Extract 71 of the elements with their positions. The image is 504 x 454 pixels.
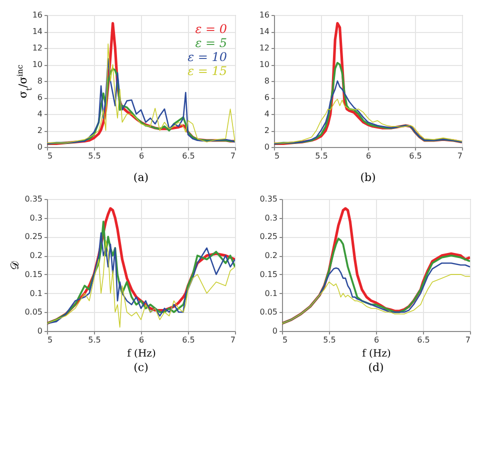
y-axis-title: 𝒟 [8, 261, 22, 270]
y-tick-label: 16 [259, 10, 270, 20]
x-tick-label: 6 [138, 152, 144, 160]
x-tick-label: 5 [48, 336, 53, 344]
x-tick-label: 6.5 [182, 152, 195, 160]
y-tick-label: 0.2 [30, 251, 42, 260]
x-tick-label: 5.5 [88, 152, 101, 160]
line-series [274, 62, 462, 145]
x-tick-label: 5.5 [88, 336, 101, 344]
text: (c) [134, 361, 148, 374]
x-tick-label: 7 [465, 336, 470, 344]
y-tick-label: 0.3 [30, 213, 42, 222]
line-series [282, 274, 470, 324]
y-tick-label: 2 [37, 126, 42, 135]
y-tick-label: 0.25 [24, 232, 42, 242]
x-tick-label: 6 [366, 152, 372, 160]
y-tick-label: 12 [32, 44, 42, 52]
y-tick-label: 10 [259, 60, 270, 69]
text: ε = 10 [188, 50, 228, 64]
x-tick-label: 6.5 [182, 336, 195, 344]
text: (d) [368, 361, 384, 374]
text: ε = 15 [188, 64, 227, 78]
text: (a) [133, 171, 149, 184]
y-tick-label: 0.35 [24, 194, 42, 204]
x-tick-label: 6 [138, 336, 144, 344]
x-axis-title: f (Hz) [362, 348, 391, 360]
y-tick-label: 16 [32, 10, 42, 20]
y-tick-label: 0.05 [260, 308, 278, 317]
x-tick-label: 6.5 [417, 336, 430, 344]
y-tick-label: 8 [264, 76, 270, 86]
y-tick-label: 10 [32, 60, 42, 69]
y-tick-label: 0.05 [24, 308, 42, 317]
y-tick-label: 12 [259, 44, 270, 52]
y-tick-label: 0.15 [260, 270, 278, 279]
x-tick-label: 7 [457, 152, 462, 160]
x-tick-label: 5 [274, 152, 280, 160]
y-tick-label: 6 [264, 93, 270, 102]
x-tick-label: 7 [230, 152, 236, 160]
y-tick-label: 0 [37, 142, 42, 152]
y-tick-label: 0 [37, 326, 42, 336]
text: (b) [360, 171, 376, 184]
y-tick-label: 8 [37, 76, 42, 86]
line-series [282, 238, 470, 324]
y-tick-label: 0.35 [260, 194, 278, 204]
x-tick-label: 5.5 [315, 152, 328, 160]
y-tick-label: 14 [32, 27, 42, 36]
x-tick-label: 6.5 [409, 152, 422, 160]
y-tick-label: 0.15 [24, 270, 42, 279]
y-tick-label: 0.25 [260, 232, 278, 242]
y-tick-label: 4 [37, 110, 42, 118]
x-axis-title: f (Hz) [127, 348, 156, 360]
x-tick-label: 5 [48, 152, 53, 160]
x-tick-label: 5 [282, 336, 288, 344]
y-tick-label: 14 [259, 27, 270, 36]
y-tick-label: 4 [264, 110, 270, 118]
y-tick-label: 0 [264, 142, 270, 152]
y-tick-label: 0.2 [264, 251, 278, 260]
line-series [282, 262, 470, 324]
y-tick-label: 2 [264, 126, 270, 135]
y-tick-label: 0 [272, 326, 278, 336]
x-tick-label: 7 [230, 336, 236, 344]
y-tick-label: 6 [37, 93, 42, 102]
line-series [274, 98, 462, 144]
text: ε = 5 [195, 36, 227, 50]
y-tick-label: 0.1 [264, 288, 278, 298]
x-tick-label: 6 [374, 336, 380, 344]
text: ε = 0 [195, 22, 228, 36]
x-tick-label: 5.5 [323, 336, 336, 344]
y-tick-label: 0.3 [264, 213, 278, 222]
line-series [274, 80, 462, 144]
y-tick-label: 0.1 [30, 288, 42, 298]
